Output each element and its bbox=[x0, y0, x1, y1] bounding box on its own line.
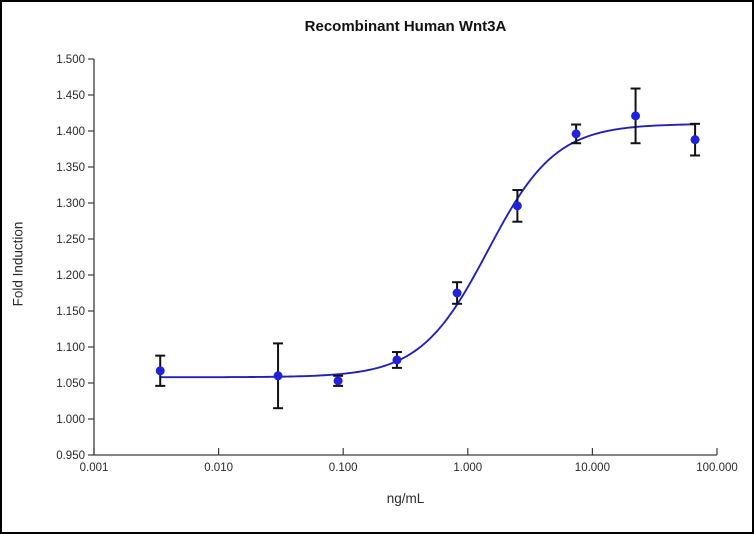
x-tick-label: 0.100 bbox=[329, 462, 358, 474]
data-point-marker bbox=[333, 376, 343, 386]
chart-title: Recombinant Human Wnt3A bbox=[304, 18, 507, 35]
y-tick-label: 1.250 bbox=[56, 234, 85, 246]
x-tick-label: 0.010 bbox=[204, 462, 233, 474]
x-tick-label: 10.000 bbox=[575, 462, 610, 474]
data-point-marker bbox=[392, 355, 402, 365]
y-tick-label: 1.450 bbox=[56, 90, 85, 102]
x-tick-label: 1.000 bbox=[453, 462, 482, 474]
data-point-marker bbox=[690, 135, 700, 145]
data-point-marker bbox=[155, 366, 165, 376]
data-point-marker bbox=[512, 201, 522, 211]
y-tick-label: 1.150 bbox=[56, 306, 85, 318]
data-point-marker bbox=[631, 111, 641, 121]
data-point-marker bbox=[452, 288, 462, 298]
y-tick-label: 1.500 bbox=[56, 54, 85, 66]
fit-curve bbox=[159, 123, 697, 379]
y-tick-label: 1.400 bbox=[56, 126, 85, 138]
x-tick-label: 0.001 bbox=[80, 462, 109, 474]
data-point-marker bbox=[273, 371, 283, 381]
y-tick-label: 1.000 bbox=[56, 414, 85, 426]
y-tick-label: 1.100 bbox=[56, 342, 85, 354]
x-axis-title: ng/mL bbox=[386, 491, 425, 506]
y-tick-label: 1.050 bbox=[56, 378, 85, 390]
y-tick-label: 1.200 bbox=[56, 270, 85, 282]
y-tick-label: 1.300 bbox=[56, 198, 85, 210]
y-tick-label: 0.950 bbox=[56, 450, 85, 462]
x-tick-label: 100.000 bbox=[696, 462, 738, 474]
data-point-marker bbox=[571, 129, 581, 139]
y-tick-label: 1.350 bbox=[56, 162, 85, 174]
